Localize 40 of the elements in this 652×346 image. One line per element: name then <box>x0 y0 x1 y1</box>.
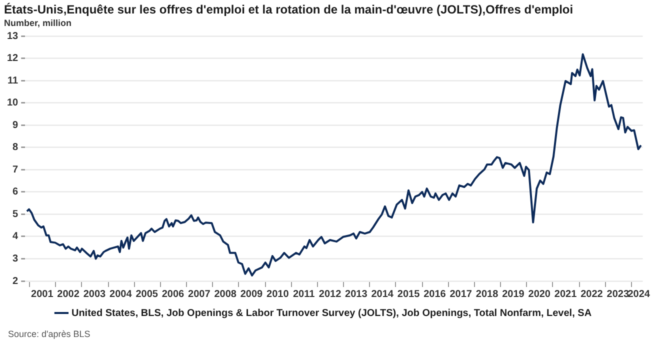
x-tick-label: 2005 <box>136 288 158 300</box>
x-tick-label: 2020 <box>528 288 551 300</box>
x-tick-label: 2016 <box>424 288 446 300</box>
x-tick-label: 2002 <box>57 288 80 300</box>
x-tick-label: 2003 <box>83 288 106 300</box>
y-tick-label: 12 <box>7 53 19 64</box>
x-tick-label: 2009 <box>240 288 264 300</box>
x-tick-label: 2004 <box>110 288 132 300</box>
x-tick-label: 2012 <box>318 288 342 300</box>
y-tick-label: 13 <box>7 30 19 42</box>
y-tick-label: 7 <box>12 164 19 176</box>
y-tick-label: 5 <box>12 208 19 220</box>
x-tick-label: 2007 <box>188 288 211 300</box>
x-tick-label: 2017 <box>450 288 472 300</box>
y-tick-label: 10 <box>7 98 19 109</box>
chart-title: États-Unis,Enquête sur les offres d'emploi et la rotation de la main-d'œuvre (JOLTS),Offres d'emploi <box>4 2 574 16</box>
x-tick-label: 2015 <box>397 288 420 300</box>
x-tick-label: 2022 <box>580 288 604 300</box>
x-tick-label: 2011 <box>292 288 316 300</box>
y-tick-label: 8 <box>12 142 19 154</box>
x-tick-label: 2001 <box>31 288 54 300</box>
x-tick-label: 2021 <box>554 288 578 300</box>
x-tick-label: 2014 <box>371 288 394 300</box>
y-tick-label: 9 <box>12 120 19 131</box>
y-tick-label: 3 <box>12 253 19 264</box>
source-note: Source: d'après BLS <box>8 328 90 339</box>
y-tick-label: 2 <box>12 276 19 287</box>
y-tick-label: 11 <box>8 75 19 86</box>
y-axis-title: Number, million <box>4 18 72 28</box>
x-tick-label: 2023 <box>606 288 630 300</box>
x-tick-label: 2019 <box>502 288 525 300</box>
legend-label: United States, BLS, Job Openings & Labor Turnover Survey (JOLTS), Job Openings, Total Nonfarm, Level, SA <box>71 308 592 319</box>
x-tick-label: 2018 <box>476 288 499 300</box>
x-tick-label: 2006 <box>162 288 185 300</box>
x-tick-label: 2010 <box>266 288 290 300</box>
x-tick-label: 2008 <box>214 288 237 300</box>
x-tick-label: 2024 <box>628 288 650 300</box>
y-tick-label: 6 <box>12 186 19 198</box>
y-tick-label: 4 <box>12 231 19 242</box>
x-tick-label: 2013 <box>345 288 368 300</box>
